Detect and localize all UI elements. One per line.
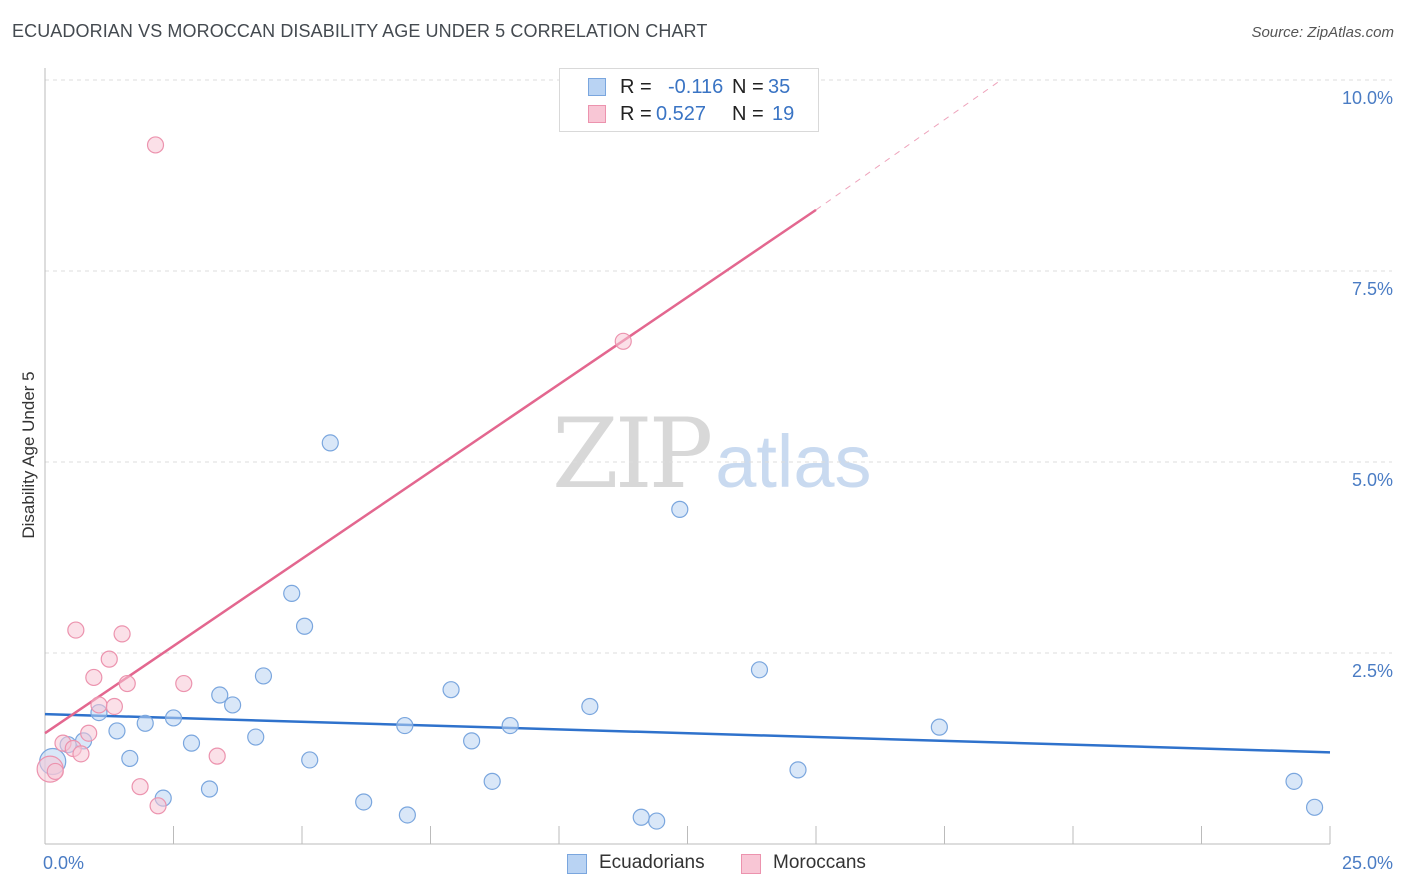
source-label: Source: ZipAtlas.com	[1251, 24, 1394, 41]
n-value: 35	[768, 76, 791, 98]
moroccan-point	[90, 696, 108, 714]
ecuadorian-point	[789, 761, 807, 779]
ecuadorian-point	[247, 728, 265, 746]
legend-row-moroccans: R = 0.527 N = 19	[560, 101, 818, 127]
y-axis-label: Disability Age Under 5	[19, 371, 38, 538]
ecuadorian-point	[442, 681, 460, 699]
r-value: 0.527	[656, 103, 707, 125]
moroccan-point	[80, 724, 98, 742]
n-label: N =	[732, 103, 764, 125]
ecuadorian-point	[200, 780, 219, 798]
ecuadorian-point	[182, 734, 201, 752]
chart-title: ECUADORIAN VS MOROCCAN DISABILITY AGE UN…	[12, 21, 708, 41]
ecuadorian-point	[254, 667, 273, 685]
r-label: R =	[620, 76, 652, 98]
ecuadorian-point	[164, 709, 183, 727]
n-label: N =	[732, 76, 764, 98]
x-tick-label: 25.0%	[1342, 853, 1393, 873]
ecuadorian-point	[398, 806, 416, 824]
y-tick-label: 5.0%	[1352, 470, 1393, 490]
r-label: R =	[620, 103, 652, 125]
ecuadorian-point	[108, 722, 126, 740]
moroccan-point	[72, 745, 90, 763]
ecuadorian-point	[463, 732, 481, 750]
legend-row-ecuadorians: R = -0.116 N = 35	[560, 74, 818, 100]
moroccan-point	[46, 762, 64, 781]
moroccans-trend-line	[44, 208, 817, 735]
ecuadorian-point	[648, 812, 666, 830]
ecuadorian-point	[301, 751, 319, 769]
moroccans-swatch	[588, 105, 606, 123]
legend-label-ecuadorians: Ecuadorians	[599, 852, 705, 873]
data-points	[36, 136, 1324, 830]
ecuadorian-point	[295, 617, 314, 635]
ecuadorian-point	[632, 808, 650, 826]
x-tick-label: 0.0%	[43, 853, 84, 873]
series-legend: Ecuadorians Moroccans	[0, 851, 1406, 877]
ecuadorian-point	[501, 716, 519, 735]
moroccan-point	[131, 778, 149, 796]
moroccan-point	[85, 668, 103, 687]
ecuadorian-point	[224, 696, 242, 714]
ecuadorian-point	[355, 793, 373, 811]
moroccan-point	[100, 650, 118, 668]
y-tick-label: 10.0%	[1342, 88, 1393, 108]
moroccan-point	[146, 136, 165, 154]
ecuadorian-point	[396, 716, 414, 735]
ecuadorian-point	[121, 749, 139, 768]
ecuadorian-point	[211, 686, 229, 704]
ecuadorian-point	[1285, 772, 1303, 790]
ecuadorian-point	[483, 772, 501, 790]
ecuadorian-point	[283, 584, 301, 603]
ecuadorians-swatch	[588, 78, 606, 96]
y-tick-label: 7.5%	[1352, 279, 1393, 299]
correlation-legend: R = -0.116 N = 35 R = 0.527 N = 19	[559, 68, 819, 132]
legend-label-moroccans: Moroccans	[773, 852, 866, 873]
moroccan-point	[175, 674, 193, 693]
ecuadorian-point	[930, 718, 948, 736]
axes	[44, 68, 1331, 845]
moroccans-trend-extension	[815, 79, 1002, 211]
ecuadorian-point	[750, 661, 769, 679]
y-tick-label: 2.5%	[1352, 661, 1393, 681]
ecuadorian-point	[671, 500, 689, 518]
tick-labels: 2.5% 5.0% 7.5% 10.0% 0.0% 25.0%	[43, 88, 1393, 873]
moroccan-point	[208, 747, 226, 765]
r-value: -0.116	[668, 76, 724, 98]
ecuadorian-point	[581, 697, 599, 716]
moroccan-point	[113, 625, 131, 643]
grid-lines	[45, 79, 1392, 654]
moroccan-point	[149, 797, 167, 815]
n-value: 19	[772, 103, 795, 125]
moroccan-point	[67, 621, 85, 639]
moroccan-point	[105, 697, 123, 716]
ecuadorian-point	[1305, 798, 1324, 816]
moroccan-point	[614, 332, 632, 350]
ecuadorian-point	[321, 434, 339, 452]
ecuadorians-legend-swatch	[567, 854, 587, 874]
trend-lines	[44, 79, 1331, 754]
moroccans-legend-swatch	[741, 854, 761, 874]
ecuadorians-trend-line	[44, 712, 1331, 754]
ecuadorian-point	[136, 714, 154, 732]
moroccan-point	[118, 674, 136, 693]
